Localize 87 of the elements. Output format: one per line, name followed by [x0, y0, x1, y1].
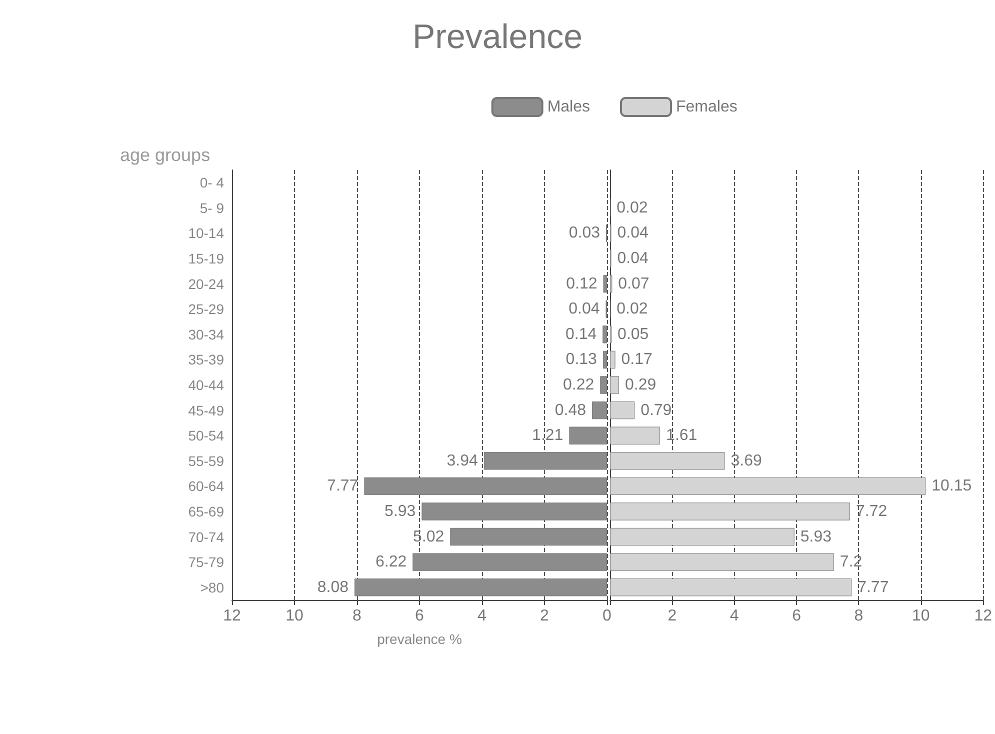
- bar: [592, 401, 607, 420]
- data-label: 0.04: [568, 300, 600, 318]
- data-label: 0.13: [566, 351, 598, 368]
- legend-label: Females: [676, 98, 738, 116]
- data-label: 8.08: [317, 578, 349, 596]
- y-tick-label: 60-64: [188, 478, 224, 494]
- data-label: 3.94: [446, 452, 478, 470]
- data-label: 0.14: [565, 326, 597, 343]
- bar: [450, 528, 607, 546]
- bar: [610, 350, 616, 369]
- bar: [610, 553, 834, 571]
- data-label: 0.04: [617, 224, 648, 242]
- y-tick-label: 10-14: [188, 225, 224, 242]
- x-tick-label: 12: [974, 608, 992, 624]
- x-tick-label: 2: [540, 608, 550, 624]
- data-label: 5.93: [384, 502, 416, 520]
- y-tick-label: 25-29: [188, 301, 224, 318]
- bar: [600, 376, 607, 394]
- y-tick-label: 5- 9: [200, 200, 224, 216]
- data-label: 0.17: [621, 351, 653, 368]
- data-label: 0.79: [640, 402, 672, 419]
- chart-title: Prevalence: [411, 18, 584, 57]
- data-label: 0.48: [554, 402, 586, 419]
- bar: [602, 326, 607, 344]
- bar: [610, 528, 794, 546]
- x-tick-label: 0: [602, 608, 612, 624]
- x-tick-label: 2: [668, 608, 677, 624]
- data-label: 3.69: [730, 452, 762, 470]
- bar: [354, 578, 607, 596]
- bar: [484, 452, 607, 470]
- x-tick-label: 12: [223, 608, 241, 624]
- bar: [610, 376, 620, 394]
- y-tick-label: 65-69: [188, 503, 224, 520]
- bar: [412, 553, 607, 571]
- bar: [610, 477, 926, 496]
- y-tick-label: 45-49: [188, 402, 224, 418]
- x-tick-label: 6: [415, 608, 424, 624]
- data-label: 0.02: [616, 300, 648, 318]
- y-tick-label: >80: [200, 579, 224, 596]
- bar: [610, 401, 635, 420]
- y-tick-label: 35-39: [188, 352, 224, 368]
- bar: [610, 502, 850, 520]
- bar: [603, 274, 607, 293]
- data-label: 7.77: [327, 478, 358, 495]
- data-label: 0.29: [625, 376, 656, 394]
- data-label: 6.22: [375, 554, 407, 571]
- y-tick-label: 15-19: [188, 250, 224, 267]
- bar: [602, 350, 607, 369]
- bar: [364, 477, 607, 496]
- bar: [610, 426, 660, 444]
- data-label: 7.2: [840, 554, 862, 571]
- y-tick-label: 30-34: [188, 326, 224, 342]
- y-tick-label: 70-74: [188, 528, 224, 545]
- data-label: 10.15: [932, 478, 972, 495]
- y-tick-label: 75-79: [188, 554, 224, 570]
- x-tick-label: 10: [912, 608, 930, 624]
- x-tick-label: 6: [792, 608, 802, 624]
- x-tick-label: 8: [352, 608, 362, 624]
- bar: [422, 502, 607, 520]
- bar: [610, 452, 725, 470]
- data-label: 7.72: [856, 502, 888, 520]
- data-label: 5.93: [800, 528, 832, 546]
- bar: [610, 578, 852, 596]
- data-label: 0.07: [618, 275, 650, 292]
- y-tick-label: 55-59: [188, 452, 224, 469]
- x-tick-label: 4: [478, 608, 487, 624]
- data-label: 0.22: [562, 376, 594, 394]
- x-tick-label: 4: [730, 608, 739, 624]
- legend-label: Males: [547, 98, 590, 116]
- y-tick-label: 40-44: [188, 377, 224, 393]
- x-tick-label: 8: [854, 608, 864, 624]
- data-label: 0.12: [566, 275, 598, 292]
- data-label: 0.02: [616, 199, 648, 216]
- data-label: 0.04: [617, 250, 648, 268]
- y-axis-title: age groups: [120, 145, 210, 165]
- x-tick-label: 10: [286, 608, 304, 624]
- data-label: 1.61: [666, 427, 698, 444]
- x-axis-title: prevalence %: [377, 631, 462, 647]
- y-tick-label: 20-24: [188, 276, 224, 292]
- data-label: 7.77: [858, 578, 889, 596]
- data-label: 0.03: [568, 224, 600, 242]
- data-label: 1.21: [532, 427, 564, 444]
- data-label: 5.02: [412, 528, 444, 546]
- y-tick-label: 50-54: [188, 428, 224, 444]
- y-tick-label: 0- 4: [200, 174, 224, 191]
- bar: [569, 426, 607, 444]
- data-label: 0.05: [618, 326, 649, 343]
